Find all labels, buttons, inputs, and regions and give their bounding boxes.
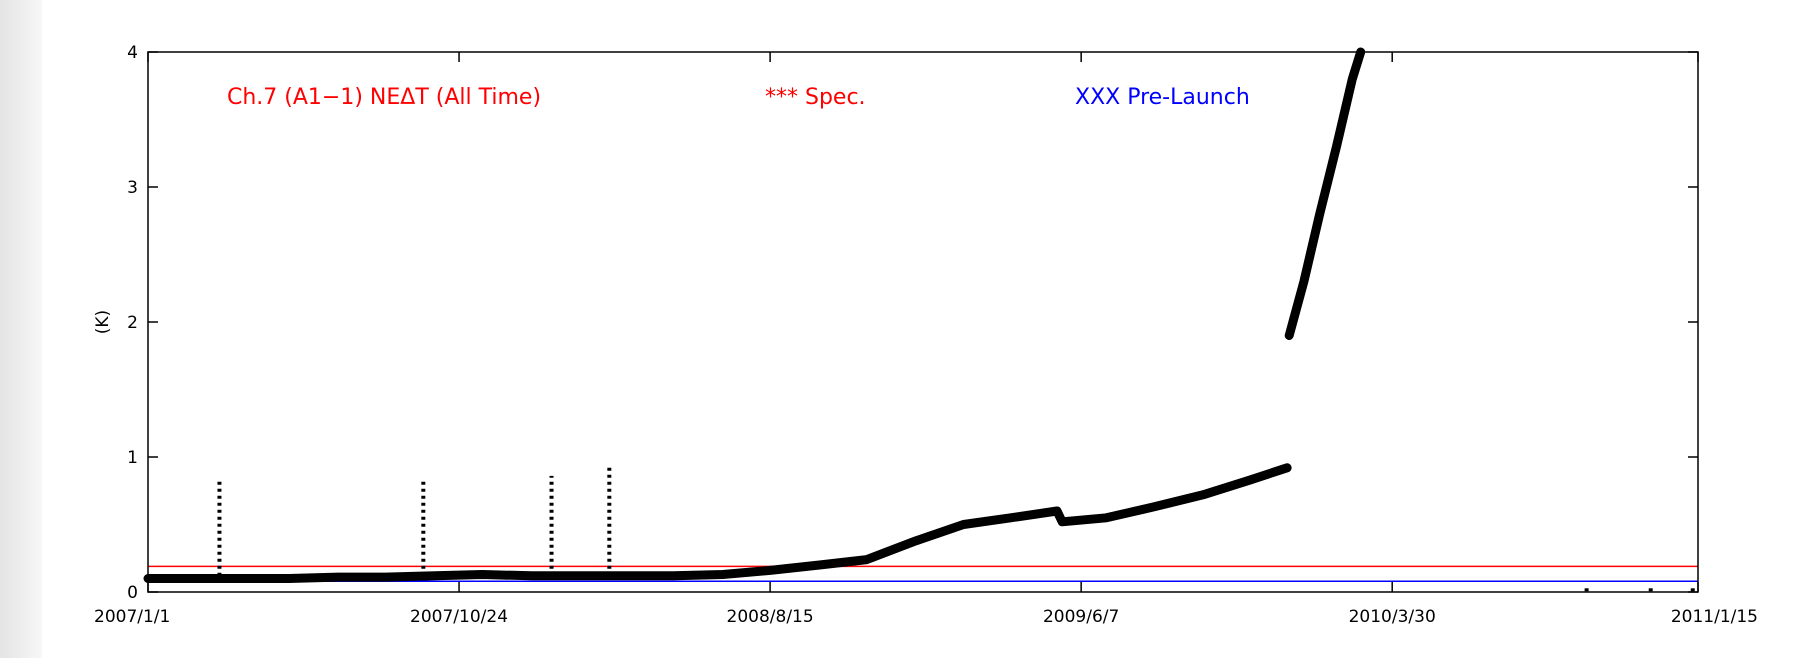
data-trace — [143, 463, 1292, 583]
late-data-point — [1648, 588, 1653, 592]
y-tick-label: 4 — [127, 43, 138, 63]
data-point — [1247, 477, 1253, 483]
data-point — [1151, 504, 1157, 510]
data-point — [960, 522, 966, 527]
plot-frame — [147, 51, 1699, 593]
data-point — [1334, 144, 1340, 149]
data-point — [670, 573, 676, 579]
data-point — [576, 573, 582, 579]
data-point — [192, 576, 198, 581]
data-point — [1200, 492, 1206, 498]
data-point — [913, 538, 919, 544]
data-point — [479, 571, 485, 577]
data-point — [1008, 515, 1014, 521]
data-point — [240, 576, 246, 581]
late-data-point — [1690, 588, 1695, 592]
data-point — [1284, 465, 1290, 471]
prelaunch-legend-annotation: XXX Pre-Launch — [1075, 85, 1250, 110]
x-tick-label: 2007/10/24 — [410, 607, 508, 627]
y-tick-label: 2 — [127, 313, 138, 333]
data-point — [1349, 76, 1355, 82]
x-tick-label: 2011/1/15 — [1671, 607, 1758, 627]
data-point — [529, 573, 535, 579]
x-tick-label: 2008/8/15 — [727, 607, 814, 627]
x-tick-label: 2009/6/7 — [1043, 607, 1119, 627]
chart-title-annotation: Ch.7 (A1−1) NEΔT (All Time) — [227, 85, 541, 110]
data-point — [382, 574, 388, 580]
data-point — [720, 571, 726, 577]
data-point — [286, 576, 292, 581]
late-data-point — [1584, 588, 1589, 592]
data-point — [1054, 508, 1060, 514]
data-point — [624, 573, 630, 579]
data-point — [432, 573, 438, 579]
data-point — [1317, 211, 1323, 217]
y-axis-label: (K) — [93, 310, 113, 334]
data-point — [1103, 515, 1109, 521]
data-point — [1059, 519, 1065, 525]
y-tick-label: 0 — [127, 583, 138, 603]
data-point — [335, 574, 341, 580]
data-point — [1286, 333, 1292, 338]
spec-legend-annotation: *** Spec. — [765, 85, 866, 110]
y-tick-label: 3 — [127, 178, 138, 198]
data-point — [767, 567, 773, 573]
data-point — [864, 557, 870, 563]
data-point — [816, 562, 822, 568]
y-tick-label: 1 — [127, 448, 138, 468]
x-tick-label: 2007/1/1 — [94, 607, 170, 627]
data-trace — [1284, 47, 1366, 340]
x-tick-label: 2010/3/30 — [1349, 607, 1436, 627]
left-gradient-strip — [0, 0, 42, 658]
data-point — [1301, 279, 1307, 284]
